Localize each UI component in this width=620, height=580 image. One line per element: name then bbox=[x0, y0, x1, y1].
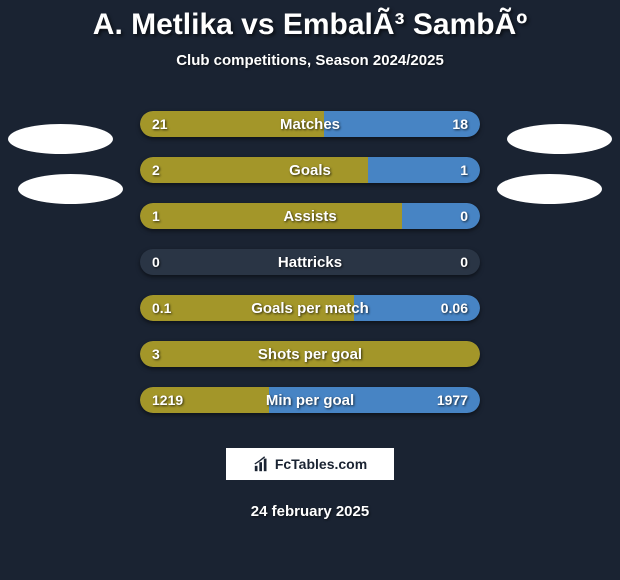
stat-label: Min per goal bbox=[140, 387, 480, 413]
stat-row: 10Assists bbox=[0, 193, 620, 239]
stat-label: Hattricks bbox=[140, 249, 480, 275]
stat-bar: 10Assists bbox=[140, 203, 480, 229]
stat-label: Assists bbox=[140, 203, 480, 229]
stat-row: 2118Matches bbox=[0, 101, 620, 147]
stat-row: 3Shots per goal bbox=[0, 331, 620, 377]
stats-container: 2118Matches 21Goals 10Assists 00Hattricks 0.… bbox=[0, 101, 620, 423]
stat-label: Shots per goal bbox=[140, 341, 480, 367]
page-title: A. Metlika vs EmbalÃ³ SambÃº bbox=[0, 0, 620, 42]
stat-label: Goals bbox=[140, 157, 480, 183]
logo-text: FcTables.com bbox=[275, 456, 367, 472]
subtitle: Club competitions, Season 2024/2025 bbox=[0, 52, 620, 69]
stat-bar: 0.10.06Goals per match bbox=[140, 295, 480, 321]
footer-date: 24 february 2025 bbox=[0, 503, 620, 520]
stat-label: Goals per match bbox=[140, 295, 480, 321]
stat-label: Matches bbox=[140, 111, 480, 137]
stat-bar: 3Shots per goal bbox=[140, 341, 480, 367]
stat-row: 0.10.06Goals per match bbox=[0, 285, 620, 331]
stat-bar: 2118Matches bbox=[140, 111, 480, 137]
chart-icon bbox=[253, 455, 271, 473]
stat-bar: 12191977Min per goal bbox=[140, 387, 480, 413]
stat-row: 00Hattricks bbox=[0, 239, 620, 285]
stat-bar: 00Hattricks bbox=[140, 249, 480, 275]
stat-bar: 21Goals bbox=[140, 157, 480, 183]
fctables-logo[interactable]: FcTables.com bbox=[225, 447, 395, 481]
stat-row: 21Goals bbox=[0, 147, 620, 193]
stat-row: 12191977Min per goal bbox=[0, 377, 620, 423]
